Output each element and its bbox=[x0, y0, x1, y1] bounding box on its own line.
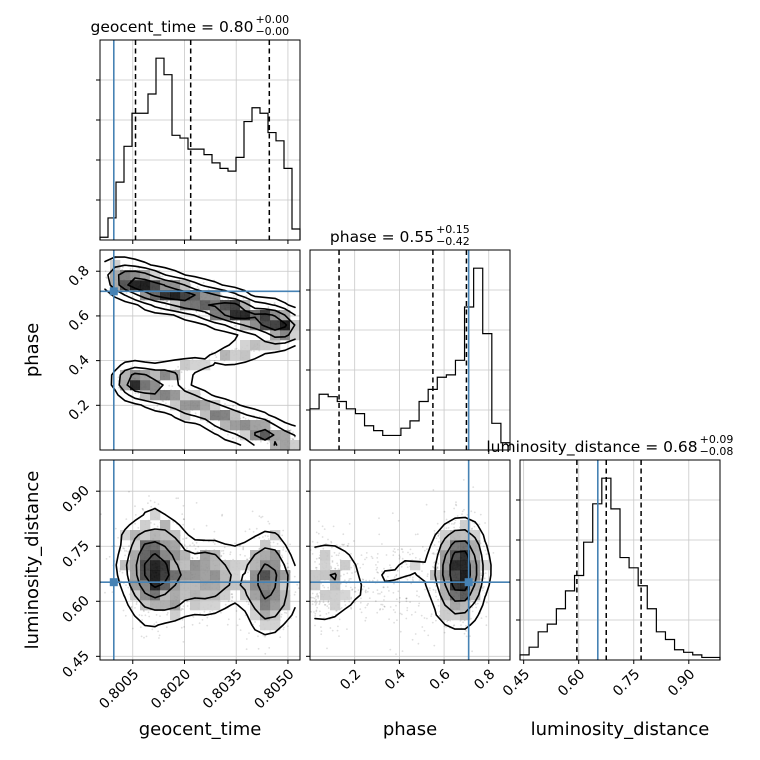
density-geocent_time-luminosity_distance bbox=[120, 510, 291, 631]
ytick-label-phase-0: 0.2 bbox=[66, 397, 93, 424]
grid-hist-luminosity_distance bbox=[520, 460, 720, 660]
title-main-phase: phase = 0.55 bbox=[330, 228, 434, 246]
panel-frame-geocent_time-phase bbox=[99, 249, 301, 451]
contours-phase-luminosity_distance bbox=[314, 516, 492, 630]
panel-frame-geocent_time-luminosity_distance bbox=[99, 459, 301, 661]
xtick-label-luminosity_distance-1: 0.60 bbox=[555, 666, 588, 699]
xtick-label-geocent_time-2: 0.8035 bbox=[200, 666, 246, 712]
yaxis-label-luminosity_distance: luminosity_distance bbox=[22, 471, 43, 650]
histogram-luminosity_distance bbox=[519, 477, 721, 660]
ytick-label-phase-3: 0.8 bbox=[66, 263, 93, 290]
xtick-label-luminosity_distance-0: 0.45 bbox=[500, 666, 533, 699]
panel-frame-phase-luminosity_distance bbox=[309, 459, 511, 661]
histogram-phase bbox=[309, 267, 511, 450]
grid-hist-phase bbox=[310, 250, 510, 450]
xtick-label-phase-0: 0.2 bbox=[337, 666, 364, 693]
ytick-label-luminosity_distance-0: 0.45 bbox=[59, 648, 92, 681]
title-minus-geocent_time: −0.00 bbox=[255, 25, 289, 38]
title-minus-luminosity_distance: −0.08 bbox=[700, 445, 734, 458]
density-geocent_time-phase bbox=[110, 260, 300, 450]
title-luminosity_distance: luminosity_distance = 0.68 +0.09−0.08 bbox=[486, 433, 733, 458]
title-plus-luminosity_distance: +0.09 bbox=[700, 433, 734, 446]
panel-frame-luminosity_distance-luminosity_distance bbox=[519, 459, 721, 661]
xtick-label-luminosity_distance-3: 0.90 bbox=[665, 666, 698, 699]
xtick-label-phase-3: 0.8 bbox=[471, 666, 498, 693]
ytick-label-luminosity_distance-1: 0.60 bbox=[59, 593, 92, 626]
title-plus-phase: +0.15 bbox=[436, 223, 470, 236]
xtick-label-luminosity_distance-2: 0.75 bbox=[610, 666, 643, 699]
xtick-label-geocent_time-1: 0.8020 bbox=[148, 666, 194, 712]
panel-frame-phase-phase bbox=[309, 249, 511, 451]
ytick-label-luminosity_distance-3: 0.90 bbox=[59, 483, 92, 516]
title-geocent_time: geocent_time = 0.80 +0.00−0.00 bbox=[91, 13, 290, 38]
histogram-geocent_time bbox=[99, 57, 301, 240]
xtick-label-phase-1: 0.4 bbox=[382, 666, 409, 693]
panel-frame-geocent_time-geocent_time bbox=[99, 39, 301, 241]
yaxis-label-phase: phase bbox=[22, 323, 43, 377]
xtick-label-phase-2: 0.6 bbox=[427, 666, 454, 693]
xaxis-label-geocent_time: geocent_time bbox=[139, 719, 262, 740]
xaxis-label-phase: phase bbox=[383, 719, 437, 740]
xaxis-label-luminosity_distance: luminosity_distance bbox=[531, 719, 710, 740]
ytick-label-luminosity_distance-2: 0.75 bbox=[59, 538, 92, 571]
ytick-label-phase-2: 0.6 bbox=[66, 307, 93, 334]
title-main-geocent_time: geocent_time = 0.80 bbox=[91, 18, 254, 37]
xtick-label-geocent_time-0: 0.8005 bbox=[96, 666, 142, 712]
xtick-label-geocent_time-3: 0.8050 bbox=[252, 666, 298, 712]
contours-geocent_time-phase bbox=[104, 256, 296, 446]
density-phase-luminosity_distance bbox=[310, 520, 491, 621]
title-phase: phase = 0.55 +0.15−0.42 bbox=[330, 223, 470, 248]
truth-marker-geocent_time-phase bbox=[109, 287, 118, 296]
contours-geocent_time-luminosity_distance bbox=[115, 507, 296, 636]
ytick-label-phase-1: 0.4 bbox=[66, 352, 93, 379]
truth-marker-geocent_time-luminosity_distance bbox=[109, 578, 118, 587]
truth-marker-phase-luminosity_distance bbox=[464, 578, 473, 587]
title-minus-phase: −0.42 bbox=[436, 235, 470, 248]
title-plus-geocent_time: +0.00 bbox=[255, 13, 289, 26]
grid-hist-geocent_time bbox=[100, 40, 300, 240]
title-main-luminosity_distance: luminosity_distance = 0.68 bbox=[486, 438, 697, 457]
